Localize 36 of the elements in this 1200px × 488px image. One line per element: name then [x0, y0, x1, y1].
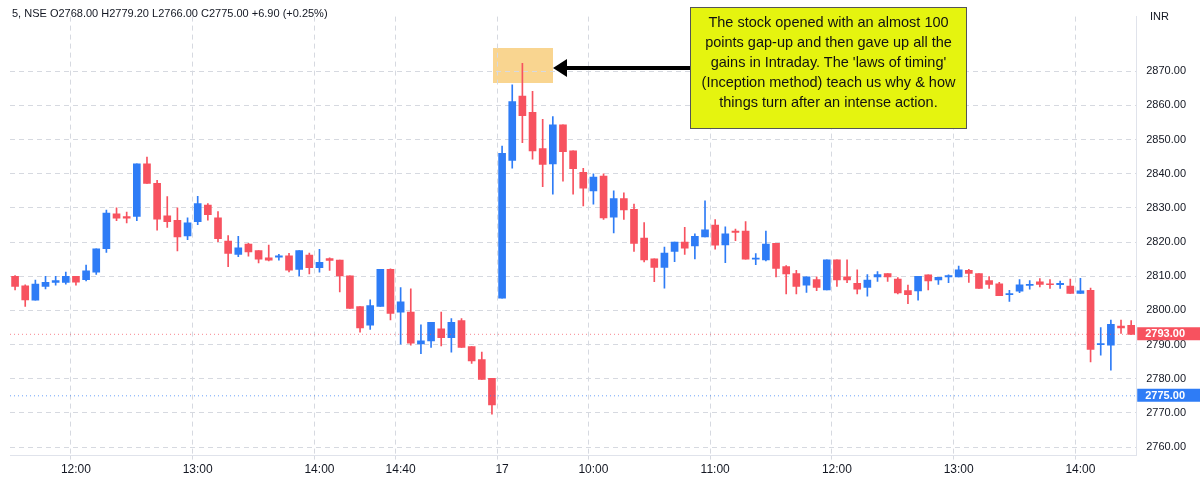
y-tick-label: 2770.00 [1146, 405, 1186, 418]
x-tick-label: 11:00 [700, 462, 731, 477]
candlestick [1046, 279, 1054, 289]
y-axis-title: INR [1150, 10, 1169, 22]
x-tick-label: 12:00 [821, 462, 853, 477]
candlestick [163, 196, 172, 228]
y-tick-label: 2850.00 [1146, 132, 1186, 145]
x-tick-label: 12:00 [60, 462, 92, 477]
candlestick [680, 227, 689, 255]
x-tick-label: 13:00 [943, 462, 975, 477]
candlestick [275, 254, 283, 261]
y-tick-label: 2800.00 [1146, 303, 1186, 316]
y-tick-label: 2760.00 [1146, 440, 1186, 453]
y-tick-label: 2790.00 [1146, 337, 1186, 350]
x-tick-label: 14:00 [304, 462, 335, 477]
y-tick-label: 2830.00 [1146, 200, 1186, 213]
candlestick [1025, 280, 1034, 290]
candlestick [1096, 327, 1105, 356]
y-tick-label: 2840.00 [1146, 166, 1186, 179]
y-tick-label: 2810.00 [1146, 269, 1186, 282]
chart-title: 5, NSE O2768.00 H2779.20 L2766.00 C2775.00 +6.90 (+0.25%) [12, 7, 328, 19]
x-tick-label: 13:00 [182, 462, 214, 477]
annotation: The stock opened with an almost 100 points gap-up and then gave up all the gains in Intraday. The 'laws of timing' (Inception method) teach us why & how things turn after an intense action. [690, 7, 967, 129]
x-tick-label: 14:00 [1065, 462, 1096, 477]
y-tick-label: 2860.00 [1146, 98, 1186, 111]
y-tick-label: 2820.00 [1146, 235, 1186, 248]
candlestick [417, 324, 425, 355]
x-tick-label: 17 [495, 462, 510, 477]
x-tick-label: 14:40 [385, 462, 416, 477]
candlestick [538, 119, 547, 188]
ref-line-label: 2775.00 [1145, 388, 1185, 401]
y-tick-label: 2780.00 [1146, 371, 1186, 384]
ref-line-label: 2793.00 [1145, 327, 1185, 340]
y-tick-label: 2870.00 [1146, 64, 1186, 77]
candlestick [701, 200, 709, 238]
x-tick-label: 10:00 [578, 462, 609, 477]
